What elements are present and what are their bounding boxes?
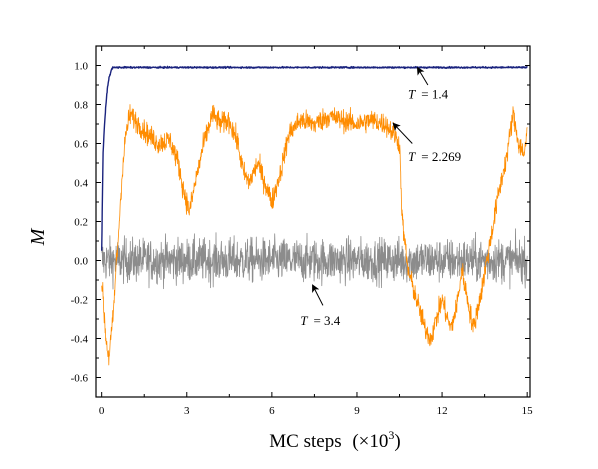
y-tick-label: 0.2 (74, 217, 88, 229)
y-tick-label: -0.6 (71, 373, 89, 385)
y-axis-ticks: -0.6 -0.4 -0.2 0.0 0.2 0.4 0.6 0.8 1.0 (71, 45, 530, 398)
series-line-3 (101, 228, 528, 290)
x-tick-label: 9 (354, 405, 360, 417)
y-tick-label: 0.0 (74, 256, 88, 268)
x-tick-label: 3 (184, 405, 190, 417)
x-axis-ticks: 0 3 6 9 12 15 (99, 46, 533, 417)
annotation-layer: T = 1.4 T = 2.269 T = 3.4 (300, 66, 461, 328)
annotation-label-3: T = 3.4 (300, 313, 341, 328)
y-tick-label: 1.0 (74, 61, 88, 73)
annotation-arrow-1 (416, 66, 429, 86)
x-tick-label: 0 (99, 405, 105, 417)
x-axis-title-exp: 3 (388, 428, 394, 442)
x-tick-label: 12 (437, 405, 448, 417)
x-axis-title-close: ) (394, 431, 400, 452)
annotation-arrow-2 (392, 122, 413, 144)
x-tick-label: 15 (522, 405, 534, 417)
annotation-label-1: T = 1.4 (408, 87, 449, 102)
y-tick-label: -0.2 (71, 295, 88, 307)
series-layer (101, 65, 528, 366)
plot-background (96, 46, 530, 397)
y-tick-label: 0.6 (74, 139, 88, 151)
y-axis-title: M (27, 227, 49, 246)
y-tick-label: 0.4 (74, 178, 88, 190)
annotation-arrow-3 (312, 284, 324, 306)
x-axis-title: MC steps (×103) (269, 428, 400, 452)
x-axis-title-main: MC steps (269, 431, 341, 452)
x-tick-label: 6 (269, 405, 275, 417)
y-tick-label: -0.4 (71, 334, 89, 346)
series-line-1 (101, 65, 528, 251)
series-line-2 (101, 104, 528, 366)
annotation-label-2: T = 2.269 (408, 149, 461, 164)
y-tick-label: 0.8 (74, 100, 88, 112)
x-axis-title-unit: (×10 (352, 431, 388, 452)
